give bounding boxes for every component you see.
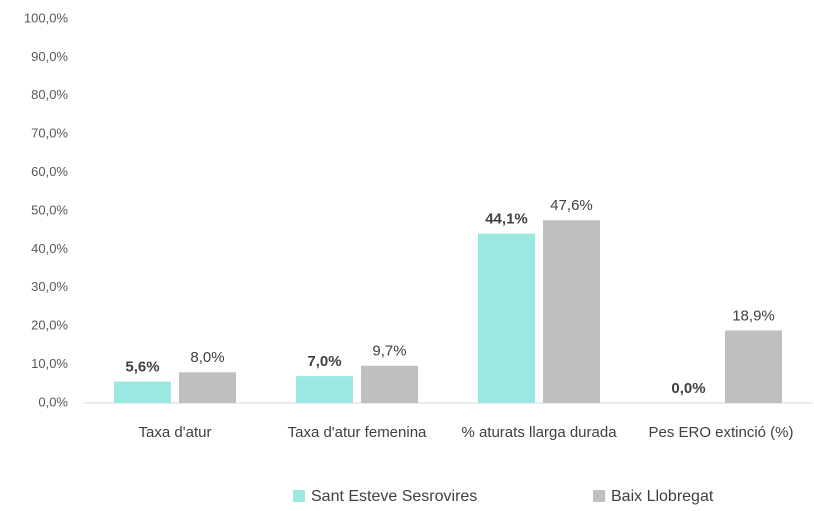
data-label: 47,6%: [550, 197, 593, 214]
data-label: 18,9%: [732, 307, 775, 324]
bar: [179, 372, 236, 403]
bar: [361, 365, 418, 403]
data-label: 8,0%: [190, 349, 224, 366]
legend-label: Baix Llobregat: [611, 488, 714, 505]
y-tick-label: 80,0%: [31, 87, 68, 102]
y-tick-label: 20,0%: [31, 318, 68, 333]
y-tick-label: 60,0%: [31, 164, 68, 179]
y-tick-label: 50,0%: [31, 202, 68, 217]
y-tick-label: 10,0%: [31, 356, 68, 371]
y-tick-label: 30,0%: [31, 279, 68, 294]
data-label: 5,6%: [125, 358, 159, 375]
legend-label: Sant Esteve Sesrovires: [311, 488, 477, 505]
data-label: 44,1%: [485, 211, 528, 228]
data-label: 9,7%: [372, 343, 406, 360]
bar: [478, 233, 535, 403]
legend-swatch: [293, 490, 305, 502]
bar: [296, 376, 353, 403]
x-tick-label: Pes ERO extinció (%): [648, 424, 794, 441]
bar: [114, 381, 171, 403]
bar: [543, 220, 600, 403]
y-tick-label: 70,0%: [31, 126, 68, 141]
x-tick-label: Taxa d'atur: [138, 424, 212, 441]
legend-swatch: [593, 490, 605, 502]
y-tick-label: 40,0%: [31, 241, 68, 256]
x-tick-label: Taxa d'atur femenina: [287, 424, 427, 441]
x-tick-label: % aturats llarga durada: [461, 424, 617, 441]
y-tick-label: 0,0%: [38, 394, 68, 409]
data-label: 0,0%: [671, 380, 705, 397]
y-tick-label: 100,0%: [24, 10, 69, 25]
data-label: 7,0%: [307, 353, 341, 370]
y-tick-label: 90,0%: [31, 49, 68, 64]
bar: [725, 330, 782, 403]
